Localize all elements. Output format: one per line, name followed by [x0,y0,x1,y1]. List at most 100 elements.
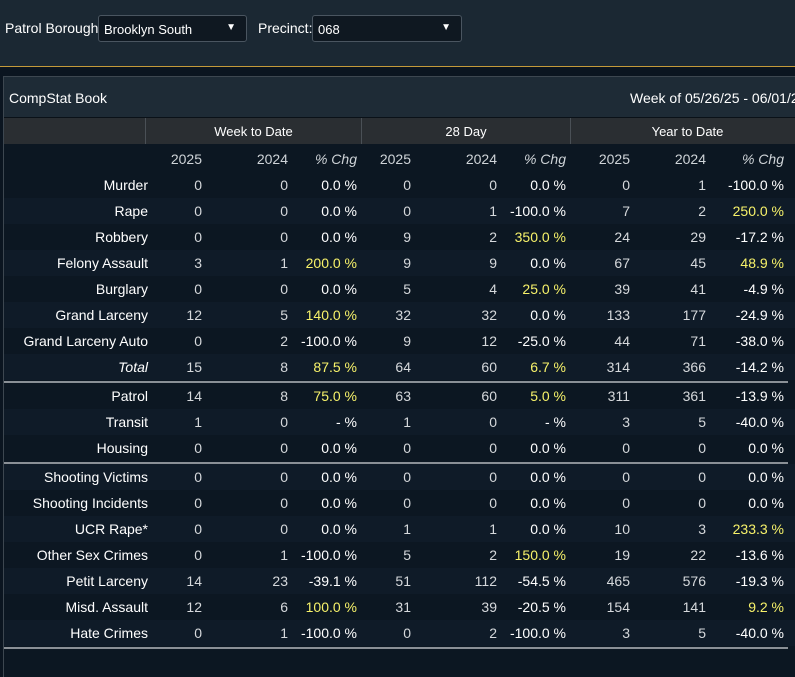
pct-change-cell: 0.0 % [530,495,566,511]
table-row: Felony Assault 3 1 200.0 % 9 9 0.0 % 67 45 48.9 % [4,250,795,276]
precinct-select-value: 068 [318,22,340,37]
count-cell: 0 [622,495,630,511]
count-cell: 14 [186,388,202,404]
count-cell: 1 [403,414,411,430]
pct-change-cell: 0.0 % [530,177,566,193]
pct-change-cell: 0.0 % [748,440,784,456]
pct-change-cell: 0.0 % [321,521,357,537]
count-cell: 0 [280,229,288,245]
count-cell: 1 [194,414,202,430]
precinct-select[interactable]: 068 ▼ [312,15,462,42]
row-label: Robbery [95,229,148,245]
count-cell: 576 [682,573,706,589]
table-row: Patrol 14 8 75.0 % 63 60 5.0 % 311 361 -13.9 % [4,383,795,409]
count-cell: 9 [489,255,497,271]
borough-select[interactable]: Brooklyn South ▼ [98,15,247,42]
count-cell: 154 [606,599,630,615]
pct-change-cell: -100.0 % [727,177,784,193]
pct-change-cell: 0.0 % [321,469,357,485]
count-cell: 0 [194,203,202,219]
count-cell: 1 [489,521,497,537]
pct-change-cell: 0.0 % [530,521,566,537]
count-cell: 0 [194,177,202,193]
count-cell: 1 [280,255,288,271]
count-cell: 60 [481,359,497,375]
count-cell: 12 [186,307,202,323]
pct-change-cell: 0.0 % [321,229,357,245]
panel-title: CompStat Book [9,90,108,106]
count-cell: 5 [698,414,706,430]
count-cell: 0 [698,469,706,485]
borough-label: Patrol Borough: [5,20,103,36]
row-label: Transit [105,414,148,430]
pct-change-cell: -38.0 % [735,333,784,349]
pct-change-cell: -4.9 % [743,281,784,297]
count-cell: 10 [614,521,630,537]
count-cell: 0 [280,203,288,219]
pct-change-cell: 0.0 % [748,469,784,485]
count-cell: 0 [280,281,288,297]
count-cell: 0 [280,469,288,485]
pct-change-cell: -39.1 % [308,573,357,589]
table-row: Petit Larceny 14 23 -39.1 % 51 112 -54.5 % 465 5… [4,568,795,594]
count-cell: 44 [614,333,630,349]
pct-change-cell: -40.0 % [735,625,784,641]
count-cell: 0 [194,469,202,485]
pct-change-cell: 75.0 % [313,388,357,404]
pct-change-cell: 6.7 % [530,359,566,375]
count-cell: 67 [614,255,630,271]
count-cell: 0 [194,521,202,537]
count-cell: 0 [280,440,288,456]
count-cell: 0 [698,495,706,511]
table-row: Rape 0 0 0.0 % 0 1 -100.0 % 7 2 250.0 % [4,198,795,224]
count-cell: 23 [272,573,288,589]
count-cell: 465 [606,573,630,589]
count-cell: 177 [682,307,706,323]
table-row: Other Sex Crimes 0 1 -100.0 % 5 2 150.0 % 19 22 -… [4,542,795,568]
count-cell: 0 [194,229,202,245]
count-cell: 0 [489,495,497,511]
count-cell: 12 [186,599,202,615]
pct-change-cell: -17.2 % [735,229,784,245]
column-header: % Chg [314,151,357,167]
count-cell: 64 [395,359,411,375]
count-cell: 311 [607,388,630,404]
pct-change-cell: 0.0 % [321,203,357,219]
count-cell: 1 [403,521,411,537]
count-cell: 8 [280,359,288,375]
count-cell: 0 [403,625,411,641]
table-row: Shooting Victims 0 0 0.0 % 0 0 0.0 % 0 0 0.0 % [4,464,795,490]
pct-change-cell: 0.0 % [321,281,357,297]
pct-change-cell: 25.0 % [522,281,566,297]
table-row: Murder 0 0 0.0 % 0 0 0.0 % 0 1 -100.0 % [4,172,795,198]
count-cell: 133 [606,307,630,323]
pct-change-cell: 0.0 % [530,255,566,271]
pct-change-cell: 250.0 % [732,203,784,219]
pct-change-cell: 5.0 % [530,388,566,404]
count-cell: 15 [186,359,202,375]
row-label: Burglary [95,281,148,297]
borough-select-value: Brooklyn South [104,22,193,37]
row-label: Other Sex Crimes [36,547,148,563]
column-header-row: 2025 2024 % Chg 2025 2024 % Chg 2025 2024 % Chg [4,146,795,172]
count-cell: 19 [614,547,630,563]
count-cell: 0 [698,440,706,456]
count-cell: 3 [698,521,706,537]
count-cell: 41 [690,281,706,297]
table-row: Grand Larceny 12 5 140.0 % 32 32 0.0 % 133 177 -2… [4,302,795,328]
column-header: 2025 [379,151,411,167]
pct-change-cell: -100.0 % [300,333,357,349]
count-cell: 14 [186,573,202,589]
count-cell: 8 [280,388,288,404]
count-cell: 60 [481,388,497,404]
count-cell: 0 [194,333,202,349]
table-row: Shooting Incidents 0 0 0.0 % 0 0 0.0 % 0 0 0.0 % [4,490,795,516]
pct-change-cell: - % [336,414,357,430]
count-cell: 0 [622,469,630,485]
count-cell: 0 [194,281,202,297]
count-cell: 2 [489,625,497,641]
count-cell: 0 [403,440,411,456]
row-label: Murder [103,177,148,193]
count-cell: 24 [614,229,630,245]
row-label: Grand Larceny [55,307,148,323]
